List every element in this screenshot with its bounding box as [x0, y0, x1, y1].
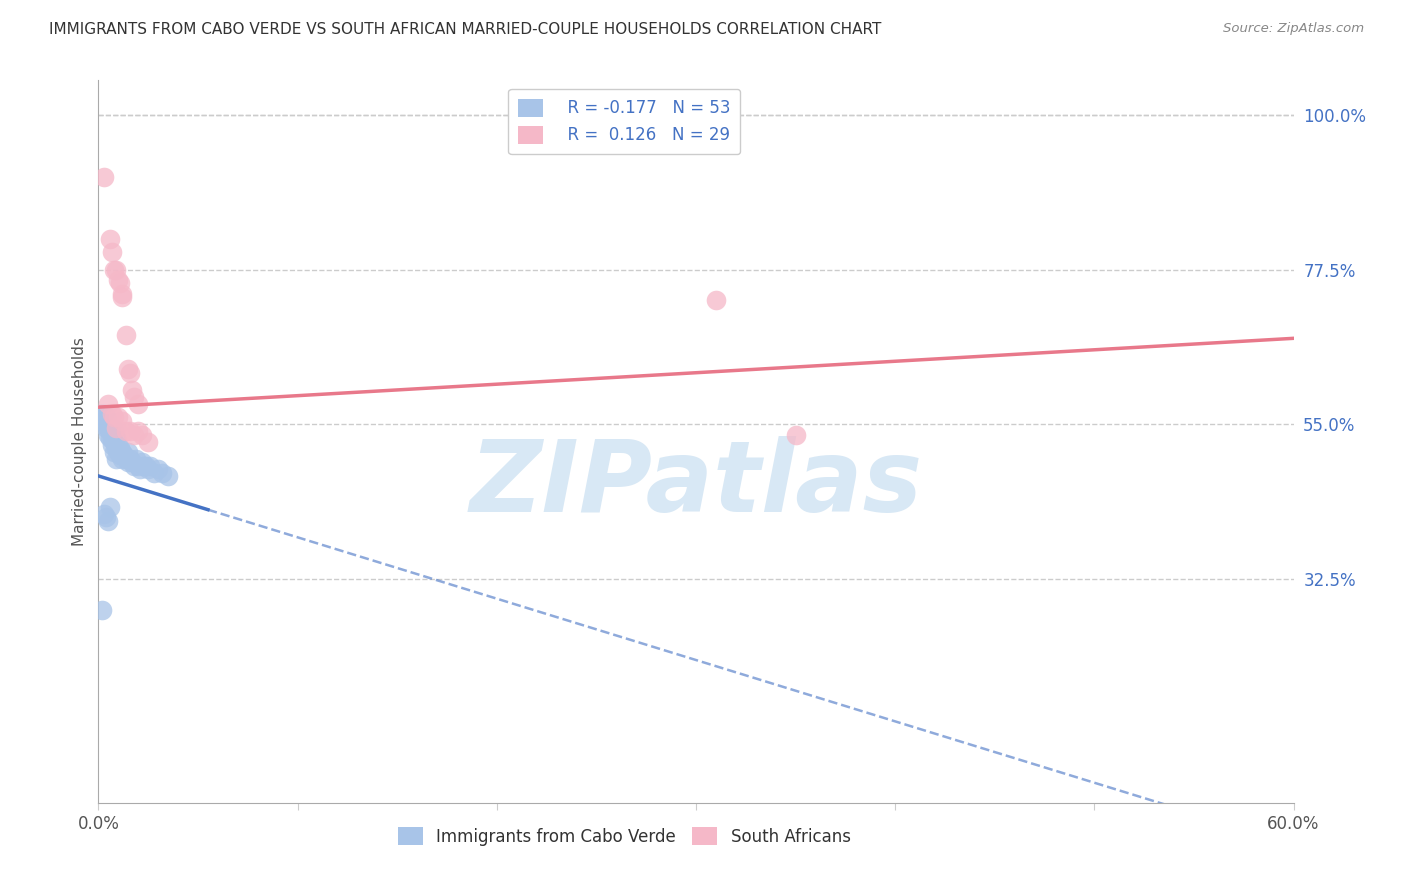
- Point: [131, 455, 153, 469]
- Point: [103, 434, 125, 449]
- Point: [98, 500, 122, 514]
- Point: [107, 438, 129, 452]
- Point: [97, 427, 120, 442]
- Point: [143, 466, 166, 480]
- Point: [103, 262, 125, 277]
- Point: [121, 455, 143, 469]
- Point: [139, 458, 162, 473]
- Point: [105, 451, 128, 466]
- Point: [97, 514, 120, 528]
- Point: [131, 427, 153, 442]
- Text: IMMIGRANTS FROM CABO VERDE VS SOUTH AFRICAN MARRIED-COUPLE HOUSEHOLDS CORRELATIO: IMMIGRANTS FROM CABO VERDE VS SOUTH AFRI…: [49, 22, 882, 37]
- Point: [124, 427, 146, 442]
- Point: [120, 451, 142, 466]
- Text: ZIPatlas: ZIPatlas: [470, 436, 922, 533]
- Point: [91, 407, 114, 421]
- Point: [107, 445, 129, 459]
- Point: [107, 410, 129, 425]
- Point: [115, 424, 138, 438]
- Point: [127, 458, 149, 473]
- Point: [98, 231, 122, 245]
- Point: [136, 434, 159, 449]
- Point: [96, 410, 118, 425]
- Point: [101, 438, 124, 452]
- Point: [103, 410, 125, 425]
- Point: [111, 445, 134, 459]
- Point: [150, 466, 173, 480]
- Point: [136, 462, 159, 476]
- Point: [704, 293, 727, 308]
- Point: [111, 451, 134, 466]
- Point: [117, 455, 139, 469]
- Point: [97, 417, 120, 432]
- Point: [111, 286, 134, 301]
- Point: [121, 383, 143, 397]
- Point: [96, 414, 118, 428]
- Point: [105, 421, 128, 435]
- Point: [101, 431, 124, 445]
- Point: [107, 273, 129, 287]
- Point: [93, 407, 115, 421]
- Point: [112, 448, 135, 462]
- Point: [105, 431, 128, 445]
- Point: [105, 442, 128, 456]
- Point: [111, 414, 134, 428]
- Point: [105, 262, 128, 277]
- Point: [115, 327, 138, 342]
- Point: [115, 451, 138, 466]
- Point: [129, 462, 152, 476]
- Point: [117, 445, 139, 459]
- Point: [101, 245, 124, 260]
- Point: [91, 603, 114, 617]
- Point: [111, 290, 134, 304]
- Y-axis label: Married-couple Households: Married-couple Households: [72, 337, 87, 546]
- Point: [110, 448, 132, 462]
- Point: [96, 421, 118, 435]
- Point: [96, 510, 118, 524]
- Point: [91, 414, 114, 428]
- Point: [120, 366, 142, 380]
- Point: [157, 469, 180, 483]
- Point: [93, 410, 115, 425]
- Point: [103, 424, 125, 438]
- Point: [124, 390, 146, 404]
- Point: [103, 445, 125, 459]
- Point: [134, 458, 156, 473]
- Point: [110, 442, 132, 456]
- Point: [97, 421, 120, 435]
- Point: [127, 424, 149, 438]
- Point: [785, 427, 807, 442]
- Point: [93, 169, 115, 184]
- Point: [93, 507, 115, 521]
- Text: Source: ZipAtlas.com: Source: ZipAtlas.com: [1223, 22, 1364, 36]
- Point: [148, 462, 170, 476]
- Point: [110, 277, 132, 291]
- Point: [98, 424, 122, 438]
- Point: [117, 362, 139, 376]
- Point: [98, 421, 122, 435]
- Point: [135, 458, 157, 473]
- Point: [101, 407, 124, 421]
- Point: [120, 424, 142, 438]
- Point: [97, 397, 120, 411]
- Point: [101, 421, 124, 435]
- Point: [124, 458, 146, 473]
- Point: [89, 407, 111, 421]
- Point: [98, 431, 122, 445]
- Legend: Immigrants from Cabo Verde, South Africans: Immigrants from Cabo Verde, South Africa…: [391, 821, 858, 852]
- Point: [125, 451, 148, 466]
- Point: [127, 397, 149, 411]
